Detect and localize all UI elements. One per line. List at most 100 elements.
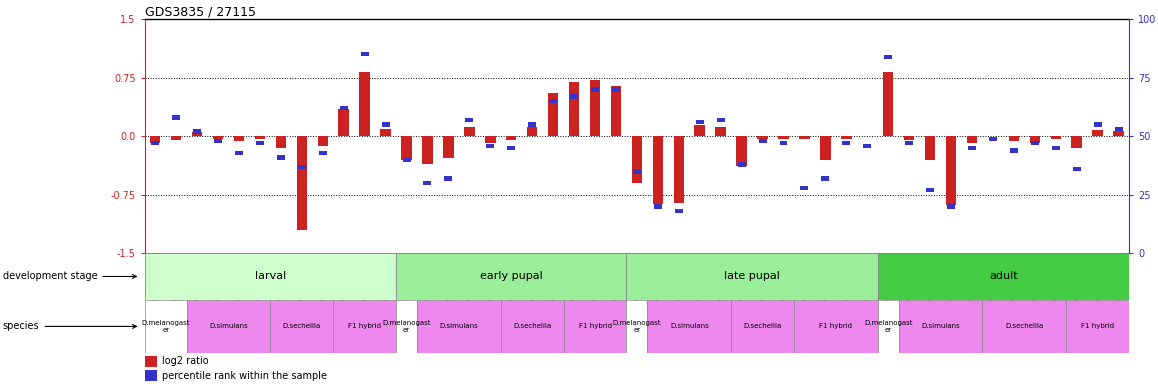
Bar: [145, 300, 186, 353]
Text: F1 hybrid: F1 hybrid: [1082, 323, 1114, 329]
Bar: [1010, 148, 1018, 152]
Text: adult: adult: [989, 271, 1018, 281]
Bar: [820, 136, 830, 160]
Bar: [794, 300, 878, 353]
Bar: [947, 204, 955, 209]
Bar: [1067, 300, 1129, 353]
Bar: [968, 146, 976, 150]
Text: D.sechellia: D.sechellia: [1005, 323, 1043, 329]
Bar: [799, 136, 809, 139]
Bar: [192, 132, 203, 136]
Bar: [444, 136, 454, 158]
Bar: [885, 55, 892, 59]
Text: D.sechellia: D.sechellia: [283, 323, 321, 329]
Bar: [151, 136, 161, 142]
Bar: [423, 136, 433, 164]
Bar: [296, 136, 307, 230]
Bar: [193, 129, 201, 134]
Bar: [863, 144, 871, 148]
Text: D.simulans: D.simulans: [440, 323, 478, 329]
Bar: [145, 253, 396, 300]
Bar: [675, 209, 683, 214]
Text: D.sechellia: D.sechellia: [743, 323, 782, 329]
Bar: [967, 136, 977, 142]
Text: D.melanogast
er: D.melanogast er: [141, 320, 190, 333]
Bar: [569, 82, 579, 136]
Bar: [417, 300, 500, 353]
Bar: [152, 141, 159, 146]
Bar: [653, 136, 664, 204]
Bar: [758, 139, 767, 143]
Bar: [527, 127, 537, 136]
Bar: [1031, 141, 1039, 146]
Bar: [271, 300, 334, 353]
Bar: [717, 118, 725, 122]
Bar: [564, 300, 626, 353]
Bar: [591, 87, 599, 92]
Bar: [403, 157, 410, 162]
Bar: [549, 99, 557, 103]
Bar: [926, 188, 935, 192]
Bar: [626, 253, 878, 300]
Bar: [173, 116, 181, 120]
Text: early pupal: early pupal: [479, 271, 543, 281]
Bar: [507, 146, 515, 150]
Text: D.simulans: D.simulans: [210, 323, 248, 329]
Bar: [466, 118, 474, 122]
Bar: [779, 141, 787, 146]
Bar: [989, 137, 997, 141]
Bar: [424, 181, 432, 185]
Bar: [946, 136, 957, 205]
Bar: [1072, 167, 1080, 171]
Bar: [213, 136, 223, 139]
Text: development stage: development stage: [2, 271, 137, 281]
Bar: [1009, 136, 1019, 141]
Text: D.simulans: D.simulans: [922, 323, 960, 329]
Text: D.melanogast
er: D.melanogast er: [613, 320, 661, 333]
Bar: [396, 300, 417, 353]
Bar: [654, 204, 662, 209]
Bar: [255, 136, 265, 139]
Bar: [716, 127, 726, 136]
Bar: [214, 139, 222, 143]
Bar: [731, 300, 794, 353]
Bar: [821, 176, 829, 180]
Text: F1 hybrid: F1 hybrid: [820, 323, 852, 329]
Bar: [878, 253, 1129, 300]
Bar: [359, 72, 369, 136]
Bar: [626, 300, 647, 353]
Bar: [738, 162, 746, 167]
Bar: [298, 165, 306, 169]
Bar: [631, 136, 643, 183]
Bar: [647, 300, 731, 353]
Text: log2 ratio: log2 ratio: [162, 356, 208, 366]
Bar: [464, 127, 475, 136]
Bar: [382, 122, 389, 127]
Text: larval: larval: [255, 271, 286, 281]
Bar: [589, 80, 600, 136]
Bar: [485, 136, 496, 142]
Bar: [486, 144, 494, 148]
Bar: [1051, 146, 1060, 150]
Text: percentile rank within the sample: percentile rank within the sample: [162, 371, 327, 381]
Bar: [528, 122, 536, 127]
Text: D.melanogast
er: D.melanogast er: [864, 320, 913, 333]
Bar: [1029, 136, 1040, 142]
Text: F1 hybrid: F1 hybrid: [349, 323, 381, 329]
Bar: [878, 300, 899, 353]
Bar: [778, 136, 789, 139]
Bar: [674, 136, 684, 203]
Bar: [445, 176, 453, 180]
Bar: [235, 151, 243, 155]
Bar: [736, 136, 747, 166]
Bar: [339, 106, 347, 110]
Bar: [1092, 130, 1102, 136]
Bar: [904, 136, 915, 140]
Bar: [1050, 136, 1061, 139]
Bar: [899, 300, 982, 353]
Bar: [570, 94, 578, 99]
Bar: [611, 87, 620, 92]
Text: species: species: [2, 321, 137, 331]
Bar: [1071, 136, 1082, 148]
Bar: [841, 136, 851, 139]
